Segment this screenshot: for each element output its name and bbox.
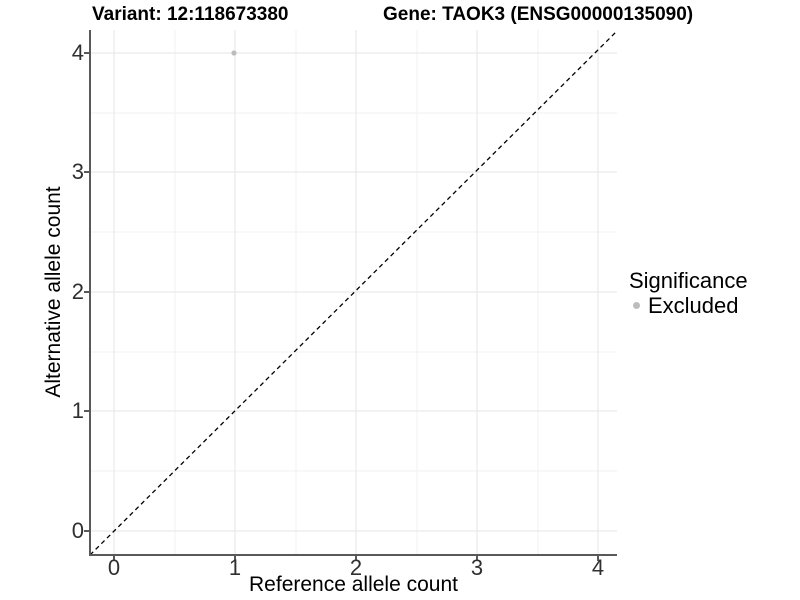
- y-tick-label-2: 2: [71, 279, 84, 304]
- data-point: [231, 50, 237, 56]
- variant-title: Variant: 12:118673380: [92, 4, 289, 25]
- x-tick-label-2: 2: [349, 555, 363, 580]
- x-tick-label-4: 4: [591, 555, 605, 580]
- legend: Significance Excluded: [629, 268, 748, 318]
- major-gridlines: [90, 30, 617, 555]
- y-tick-label-0: 0: [71, 518, 84, 543]
- y-tick-label-1: 1: [71, 398, 84, 423]
- y-tick-label-4: 4: [71, 40, 84, 65]
- x-axis-title: Reference allele count: [249, 573, 458, 596]
- legend-title: Significance: [629, 268, 748, 293]
- excluded-point-icon: [633, 302, 640, 309]
- minor-gridlines: [90, 30, 617, 555]
- tick-marks: [84, 52, 599, 561]
- x-tick-label-1: 1: [228, 555, 242, 580]
- legend-item-label: Excluded: [648, 293, 739, 318]
- legend-item-excluded: Excluded: [629, 293, 748, 318]
- axis-lines: [89, 30, 617, 556]
- y-axis-title: Alternative allele count: [42, 186, 65, 398]
- x-tick-label-3: 3: [470, 555, 484, 580]
- x-tick-label-0: 0: [107, 555, 121, 580]
- identity-reference-line: [89, 30, 618, 556]
- gene-title: Gene: TAOK3 (ENSG00000135090): [383, 4, 694, 25]
- y-tick-label-3: 3: [71, 159, 84, 184]
